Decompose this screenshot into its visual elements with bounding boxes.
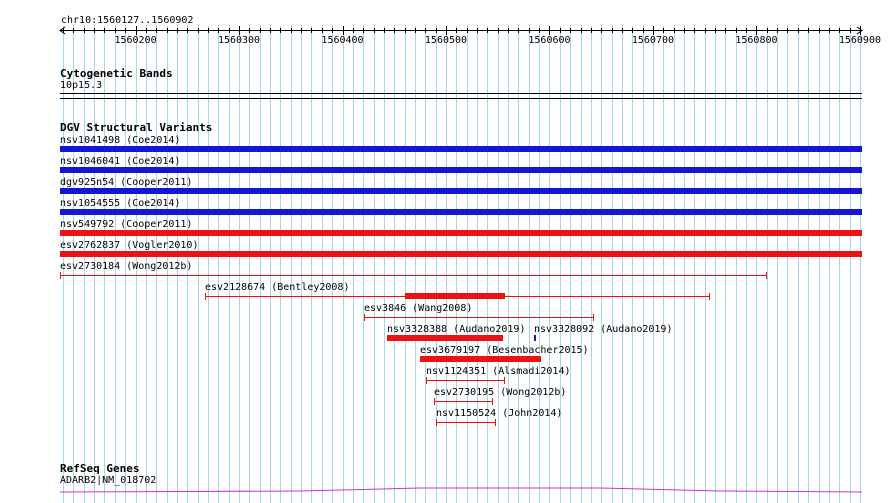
- cytoband-label: 10p15.3: [60, 80, 103, 91]
- cytoband-track-title[interactable]: Cytogenetic Bands: [60, 67, 173, 80]
- ruler-tick-label: 1560700: [631, 35, 675, 46]
- dgv-feature-label[interactable]: nsv1046041 (Coe2014): [60, 156, 181, 167]
- refseq-gene-line[interactable]: [59, 487, 863, 493]
- dgv-feature-label[interactable]: esv2730184 (Wong2012b): [60, 261, 193, 272]
- dgv-feature-label[interactable]: nsv1041498 (Coe2014): [60, 135, 181, 146]
- dgv-feature-label[interactable]: esv2128674 (Bentley2008): [205, 282, 350, 293]
- cytoband-divider-top: [60, 93, 862, 94]
- ruler-tick-label: 1560300: [217, 35, 261, 46]
- dgv-feature-bar[interactable]: [60, 146, 862, 152]
- dgv-feature-label[interactable]: nsv3328092 (Audano2019): [534, 324, 673, 335]
- dgv-feature-bar[interactable]: [60, 209, 862, 215]
- dgv-feature-bar[interactable]: [60, 167, 862, 173]
- dgv-feature-inner-bar[interactable]: [405, 293, 505, 299]
- dgv-feature-bar[interactable]: [60, 230, 862, 236]
- dgv-feature-label[interactable]: esv3679197 (Besenbacher2015): [420, 345, 589, 356]
- dgv-feature-label[interactable]: nsv549792 (Cooper2011): [60, 219, 193, 230]
- refseq-gene-label[interactable]: ADARB2|NM_018702: [60, 475, 157, 486]
- region-coordinate-label: chr10:1560127..1560902: [61, 15, 194, 26]
- dgv-feature-label[interactable]: esv3846 (Wang2008): [364, 303, 473, 314]
- dgv-feature-label[interactable]: nsv1054555 (Coe2014): [60, 198, 181, 209]
- ruler-right-arrow-icon: [856, 26, 863, 35]
- dgv-feature-label[interactable]: dgv925n54 (Cooper2011): [60, 177, 193, 188]
- dgv-feature-bar[interactable]: [60, 188, 862, 194]
- dgv-feature-label[interactable]: nsv1124351 (Alsmadi2014): [426, 366, 571, 377]
- ruler-tick-label: 1560800: [735, 35, 778, 46]
- dgv-track-title[interactable]: DGV Structural Variants: [60, 121, 213, 134]
- cytoband-divider-bottom: [60, 98, 862, 99]
- dgv-feature-label[interactable]: esv2730195 (Wong2012b): [434, 387, 567, 398]
- dgv-feature-label[interactable]: nsv1150524 (John2014): [436, 408, 563, 419]
- dgv-feature-bar[interactable]: [387, 335, 503, 341]
- dgv-feature-bar[interactable]: [60, 251, 862, 257]
- dgv-feature-label[interactable]: esv2762837 (Vogler2010): [60, 240, 199, 251]
- dgv-feature-bar[interactable]: [534, 335, 536, 341]
- ruler-tick-label: 1560200: [114, 35, 157, 46]
- refseq-track-title[interactable]: RefSeq Genes: [60, 462, 140, 475]
- dgv-feature-bar[interactable]: [420, 356, 541, 362]
- ruler-tick-label: 1560600: [528, 35, 571, 46]
- ruler-tick-label: 1560900: [838, 35, 881, 46]
- ruler-tick-label: 1560500: [424, 35, 468, 46]
- ruler-tick-label: 1560400: [321, 35, 364, 46]
- dgv-feature-label[interactable]: nsv3328388 (Audano2019): [387, 324, 526, 335]
